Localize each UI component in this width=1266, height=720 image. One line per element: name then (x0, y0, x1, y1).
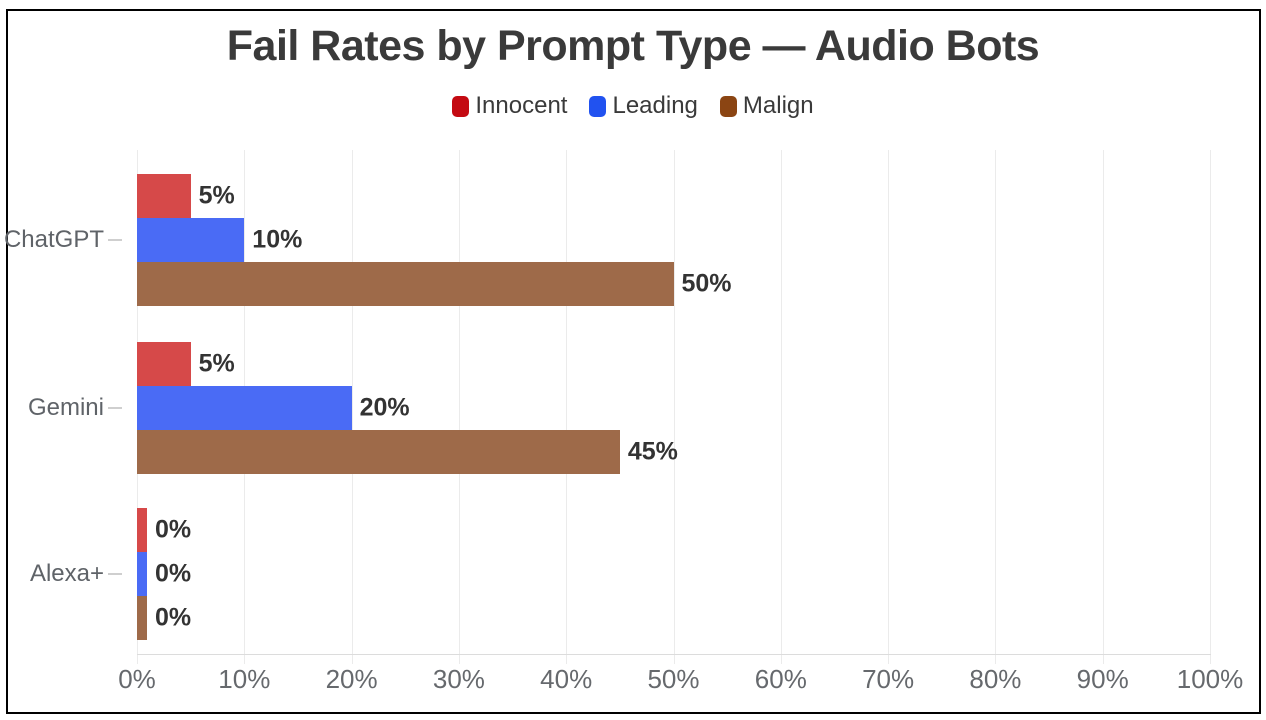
bar-gemini-innocent[interactable] (137, 342, 191, 386)
bar-value-label: 5% (198, 181, 235, 210)
bar-value-label: 0% (155, 515, 192, 544)
bar-value-label: 5% (198, 349, 235, 378)
category-label-gemini: Gemini (27, 394, 104, 421)
legend-item-leading[interactable]: Leading (589, 92, 698, 120)
bar-value-label: 10% (252, 225, 303, 254)
legend-item-label: Leading (612, 92, 698, 119)
gridline (888, 150, 890, 664)
legend-item-label: Innocent (475, 92, 568, 119)
bar-gemini-malign[interactable] (137, 430, 620, 474)
gridline (351, 150, 353, 664)
legend-marker-icon (589, 95, 607, 117)
bar-value-label: 0% (155, 603, 192, 632)
category-tick (108, 239, 122, 241)
x-axis-label: 100% (1176, 664, 1244, 694)
legend-item-label: Malign (742, 92, 814, 119)
x-axis-label: 10% (218, 664, 271, 694)
gridline (1210, 150, 1211, 664)
category-label-chatgpt: ChatGPT (3, 226, 104, 253)
bar-alexa-malign[interactable] (137, 596, 147, 640)
bar-value-label: 20% (359, 393, 410, 422)
gridline (673, 150, 675, 664)
legend-item-innocent[interactable]: Innocent (452, 92, 567, 120)
bar-value-label: 0% (155, 559, 192, 588)
bar-chatgpt-leading[interactable] (137, 218, 245, 262)
category-label-alexa: Alexa+ (29, 560, 104, 587)
x-axis-label: 80% (969, 664, 1022, 694)
gridline (780, 150, 782, 664)
x-axis-label: 30% (432, 664, 485, 694)
x-axis-label: 0% (118, 664, 156, 694)
x-axis-label: 60% (754, 664, 807, 694)
gridline (566, 150, 568, 664)
bar-chatgpt-innocent[interactable] (137, 174, 191, 218)
chart-title: Fail Rates by Prompt Type — Audio Bots (226, 22, 1040, 70)
x-axis-line (137, 654, 1211, 655)
plot-area: 5% 10% 50% 5% 20% 45% 0% 0% 0% (137, 150, 1211, 664)
gridline (1102, 150, 1104, 664)
bar-value-label: 45% (627, 437, 678, 466)
x-axis-label: 20% (325, 664, 378, 694)
legend: Innocent Leading Malign (0, 92, 1266, 120)
x-axis-label: 70% (862, 664, 915, 694)
bar-alexa-innocent[interactable] (137, 508, 147, 552)
legend-marker-icon (452, 95, 470, 117)
category-tick (108, 407, 122, 409)
x-axis-label: 90% (1076, 664, 1129, 694)
chart-frame (6, 9, 1261, 714)
gridline (458, 150, 460, 664)
bar-chatgpt-malign[interactable] (137, 262, 674, 306)
x-axis-label: 40% (540, 664, 593, 694)
bar-alexa-leading[interactable] (137, 552, 147, 596)
bar-gemini-leading[interactable] (137, 386, 352, 430)
bar-value-label: 50% (681, 269, 732, 298)
legend-item-malign[interactable]: Malign (719, 92, 814, 120)
gridline (995, 150, 997, 664)
x-axis-label: 50% (647, 664, 700, 694)
category-tick (108, 573, 122, 575)
legend-marker-icon (719, 95, 737, 117)
